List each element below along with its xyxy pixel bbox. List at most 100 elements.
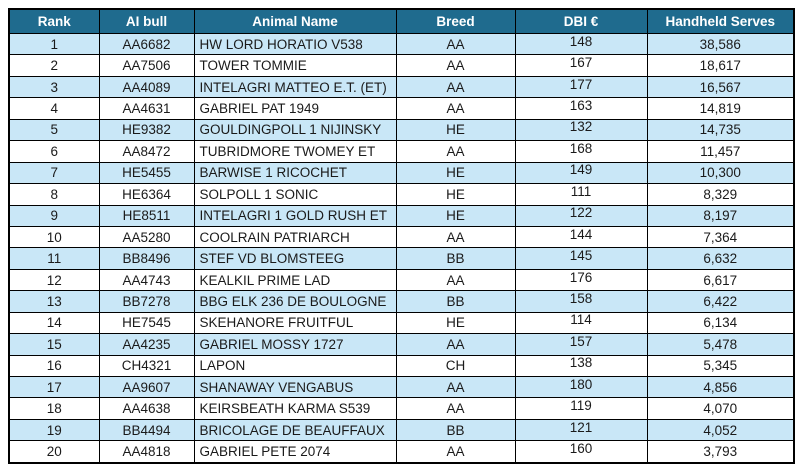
cell-dbi[interactable]: 167: [514, 54, 648, 77]
cell-name[interactable]: GABRIEL PETE 2074: [193, 440, 397, 464]
cell-rank[interactable]: 10: [8, 225, 100, 249]
cell-dbi[interactable]: 149: [514, 161, 648, 185]
cell-name[interactable]: KEIRSBEATH KARMA S539: [193, 397, 397, 420]
cell-handheld-serves[interactable]: 3,793: [646, 440, 795, 464]
cell-handheld-serves[interactable]: 5,345: [646, 354, 795, 378]
cell-rank[interactable]: 20: [8, 440, 100, 464]
cell-breed[interactable]: AA: [395, 375, 516, 399]
cell-name[interactable]: GOULDINGPOLL 1 NIJINSKY: [193, 118, 397, 142]
cell-breed[interactable]: BB: [395, 247, 516, 270]
cell-ai-bull[interactable]: AA4235: [98, 333, 195, 356]
cell-rank[interactable]: 1: [8, 32, 100, 56]
cell-handheld-serves[interactable]: 8,197: [646, 204, 795, 227]
cell-ai-bull[interactable]: BB4494: [98, 418, 195, 442]
cell-dbi[interactable]: 145: [514, 247, 648, 270]
cell-name[interactable]: TOWER TOMMIE: [193, 54, 397, 77]
cell-handheld-serves[interactable]: 10,300: [646, 161, 795, 185]
cell-rank[interactable]: 19: [8, 418, 100, 442]
cell-handheld-serves[interactable]: 11,457: [646, 140, 795, 163]
cell-ai-bull[interactable]: AA7506: [98, 54, 195, 77]
cell-ai-bull[interactable]: HE7545: [98, 311, 195, 335]
cell-dbi[interactable]: 119: [514, 397, 648, 420]
cell-handheld-serves[interactable]: 4,856: [646, 375, 795, 399]
cell-handheld-serves[interactable]: 7,364: [646, 225, 795, 249]
cell-breed[interactable]: AA: [395, 140, 516, 163]
cell-ai-bull[interactable]: AA4743: [98, 268, 195, 292]
cell-dbi[interactable]: 132: [514, 118, 648, 142]
cell-dbi[interactable]: 157: [514, 333, 648, 356]
cell-breed[interactable]: AA: [395, 75, 516, 99]
col-header-handheld-serves[interactable]: Handheld Serves: [646, 8, 795, 34]
cell-ai-bull[interactable]: AA4089: [98, 75, 195, 99]
cell-rank[interactable]: 2: [8, 54, 100, 77]
cell-name[interactable]: TUBRIDMORE TWOMEY ET: [193, 140, 397, 163]
col-header-rank[interactable]: Rank: [8, 8, 100, 34]
cell-dbi[interactable]: 168: [514, 140, 648, 163]
cell-rank[interactable]: 8: [8, 183, 100, 206]
cell-rank[interactable]: 6: [8, 140, 100, 163]
cell-ai-bull[interactable]: AA6682: [98, 32, 195, 56]
cell-ai-bull[interactable]: AA4818: [98, 440, 195, 464]
cell-name[interactable]: BRICOLAGE DE BEAUFFAUX: [193, 418, 397, 442]
col-header-breed[interactable]: Breed: [395, 8, 516, 34]
cell-breed[interactable]: HE: [395, 311, 516, 335]
cell-name[interactable]: BARWISE 1 RICOCHET: [193, 161, 397, 185]
cell-breed[interactable]: AA: [395, 440, 516, 464]
cell-dbi[interactable]: 160: [514, 440, 648, 464]
cell-dbi[interactable]: 138: [514, 354, 648, 378]
cell-dbi[interactable]: 176: [514, 268, 648, 292]
cell-breed[interactable]: AA: [395, 268, 516, 292]
col-header-dbi[interactable]: DBI €: [514, 8, 648, 34]
cell-rank[interactable]: 13: [8, 290, 100, 313]
cell-ai-bull[interactable]: HE6364: [98, 183, 195, 206]
cell-dbi[interactable]: 114: [514, 311, 648, 335]
cell-ai-bull[interactable]: HE8511: [98, 204, 195, 227]
cell-breed[interactable]: BB: [395, 418, 516, 442]
cell-rank[interactable]: 3: [8, 75, 100, 99]
cell-name[interactable]: GABRIEL MOSSY 1727: [193, 333, 397, 356]
cell-name[interactable]: HW LORD HORATIO V538: [193, 32, 397, 56]
cell-rank[interactable]: 4: [8, 97, 100, 120]
cell-dbi[interactable]: 122: [514, 204, 648, 227]
cell-handheld-serves[interactable]: 6,422: [646, 290, 795, 313]
cell-rank[interactable]: 12: [8, 268, 100, 292]
cell-rank[interactable]: 5: [8, 118, 100, 142]
cell-rank[interactable]: 7: [8, 161, 100, 185]
cell-breed[interactable]: AA: [395, 225, 516, 249]
cell-ai-bull[interactable]: AA4638: [98, 397, 195, 420]
cell-handheld-serves[interactable]: 14,735: [646, 118, 795, 142]
cell-handheld-serves[interactable]: 38,586: [646, 32, 795, 56]
cell-breed[interactable]: HE: [395, 161, 516, 185]
cell-handheld-serves[interactable]: 8,329: [646, 183, 795, 206]
cell-ai-bull[interactable]: AA9607: [98, 375, 195, 399]
cell-breed[interactable]: AA: [395, 333, 516, 356]
cell-rank[interactable]: 17: [8, 375, 100, 399]
cell-rank[interactable]: 9: [8, 204, 100, 227]
cell-handheld-serves[interactable]: 6,632: [646, 247, 795, 270]
cell-name[interactable]: BBG ELK 236 DE BOULOGNE: [193, 290, 397, 313]
cell-dbi[interactable]: 158: [514, 290, 648, 313]
cell-breed[interactable]: BB: [395, 290, 516, 313]
cell-breed[interactable]: HE: [395, 204, 516, 227]
cell-ai-bull[interactable]: BB8496: [98, 247, 195, 270]
cell-rank[interactable]: 16: [8, 354, 100, 378]
cell-name[interactable]: LAPON: [193, 354, 397, 378]
cell-ai-bull[interactable]: CH4321: [98, 354, 195, 378]
cell-breed[interactable]: HE: [395, 118, 516, 142]
cell-name[interactable]: SHANAWAY VENGABUS: [193, 375, 397, 399]
cell-handheld-serves[interactable]: 18,617: [646, 54, 795, 77]
cell-breed[interactable]: CH: [395, 354, 516, 378]
cell-rank[interactable]: 11: [8, 247, 100, 270]
cell-handheld-serves[interactable]: 4,070: [646, 397, 795, 420]
cell-name[interactable]: KEALKIL PRIME LAD: [193, 268, 397, 292]
cell-handheld-serves[interactable]: 6,617: [646, 268, 795, 292]
cell-name[interactable]: SOLPOLL 1 SONIC: [193, 183, 397, 206]
cell-dbi[interactable]: 177: [514, 75, 648, 99]
cell-dbi[interactable]: 148: [514, 32, 648, 56]
cell-ai-bull[interactable]: AA4631: [98, 97, 195, 120]
cell-name[interactable]: INTELAGRI MATTEO E.T. (ET): [193, 75, 397, 99]
cell-ai-bull[interactable]: AA8472: [98, 140, 195, 163]
cell-breed[interactable]: AA: [395, 97, 516, 120]
cell-handheld-serves[interactable]: 5,478: [646, 333, 795, 356]
cell-name[interactable]: GABRIEL PAT 1949: [193, 97, 397, 120]
